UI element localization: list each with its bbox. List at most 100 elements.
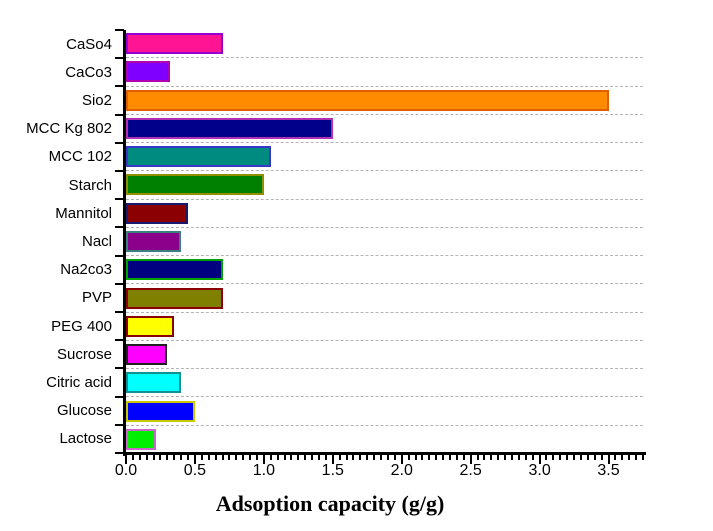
category-label-pvp: PVP (81, 289, 112, 307)
x-axis-major-tick (538, 455, 541, 464)
x-axis-minor-tick (366, 455, 369, 460)
x-axis-minor-tick (552, 455, 555, 460)
y-axis-tick (115, 423, 124, 426)
bar-row-mcc-kg-802 (126, 115, 643, 144)
bar-lactose (126, 428, 157, 450)
y-axis-tick (115, 141, 124, 144)
x-axis-major-tick (125, 455, 127, 464)
x-axis-minor-tick (283, 455, 286, 460)
x-axis-minor-tick (152, 455, 155, 460)
x-axis-minor-tick (269, 455, 272, 460)
bar-row-caso4 (126, 30, 643, 59)
x-axis-minor-tick (559, 455, 562, 460)
x-axis-major-tick (262, 455, 265, 464)
x-axis-minor-tick (497, 455, 500, 460)
x-axis-minor-tick (359, 455, 362, 460)
bar-nacl (126, 230, 182, 252)
x-axis-major-tick (331, 455, 334, 464)
x-axis-major-tick (400, 455, 403, 464)
x-axis-major-tick (607, 455, 610, 464)
x-axis-minor-tick (380, 455, 383, 460)
x-axis-minor-tick (297, 455, 300, 460)
y-axis-tick (115, 254, 124, 257)
x-axis-minor-tick (393, 455, 396, 460)
category-label-mannitol: Mannitol (55, 204, 112, 222)
x-axis-minor-tick (138, 455, 141, 460)
bar-row-pvp (126, 284, 643, 313)
x-axis-minor-tick (614, 455, 617, 460)
x-axis-minor-tick (635, 455, 638, 460)
y-axis-tick (115, 113, 124, 116)
x-axis-minor-tick (490, 455, 493, 460)
bar-row-mcc-102 (126, 143, 643, 172)
x-axis-major-tick (193, 455, 196, 464)
x-axis-minor-tick (173, 455, 176, 460)
y-axis-tick (115, 85, 124, 88)
bar-row-lactose (126, 426, 643, 453)
bar-row-mannitol (126, 200, 643, 228)
x-axis-minor-tick (428, 455, 431, 460)
y-axis-tick (115, 339, 124, 342)
x-axis-minor-tick (290, 455, 293, 460)
x-axis-minor-tick (228, 455, 231, 460)
x-axis-minor-tick (187, 455, 190, 460)
x-axis-minor-tick (373, 455, 376, 460)
y-axis-tick (115, 198, 124, 201)
x-axis-minor-tick (214, 455, 217, 460)
bar-caco3 (126, 61, 171, 83)
bar-row-peg-400 (126, 313, 643, 341)
x-axis-minor-tick (628, 455, 631, 460)
category-label-caso4: CaSo4 (66, 35, 112, 53)
y-axis-tick (115, 29, 124, 31)
category-label-lactose: Lactose (59, 430, 112, 448)
x-axis-minor-tick (166, 455, 169, 460)
bar-row-starch (126, 171, 643, 200)
y-axis-line (123, 30, 126, 456)
category-label-sucrose: Sucrose (56, 345, 112, 363)
x-tick-label-3.5: 3.5 (597, 462, 620, 479)
x-tick-label-0.5: 0.5 (183, 462, 207, 479)
x-axis-minor-tick (131, 455, 134, 460)
x-tick-label-2.0: 2.0 (390, 462, 413, 479)
category-label-mcc-102: MCC 102 (48, 148, 112, 166)
bar-mcc-102 (126, 146, 271, 168)
x-axis-minor-tick (579, 455, 582, 460)
bar-na2co3 (126, 259, 223, 281)
x-axis-minor-tick (338, 455, 341, 460)
x-axis-title: Adsoption capacity (g/g) (215, 491, 445, 516)
y-axis-tick (115, 367, 124, 370)
x-axis-minor-tick (600, 455, 603, 460)
x-tick-label-3.0: 3.0 (528, 462, 551, 479)
x-axis-minor-tick (524, 455, 527, 460)
x-axis-minor-tick (159, 455, 162, 460)
x-axis-minor-tick (352, 455, 355, 460)
bar-row-nacl (126, 228, 643, 257)
x-axis-minor-tick (504, 455, 507, 460)
x-axis-minor-tick (511, 455, 514, 460)
x-tick-label-2.5: 2.5 (459, 462, 482, 479)
plot-area (126, 30, 643, 453)
x-axis-minor-tick (255, 455, 258, 460)
bar-row-na2co3 (126, 256, 643, 285)
x-tick-label-1.5: 1.5 (321, 462, 344, 479)
x-tick-label-0.0: 0.0 (114, 462, 138, 479)
x-axis-minor-tick (573, 455, 576, 460)
x-axis-minor-tick (318, 455, 320, 460)
x-axis-minor-tick (566, 455, 569, 460)
y-axis-tick (115, 282, 124, 285)
x-axis-minor-tick (207, 455, 210, 460)
x-axis-minor-tick (621, 455, 624, 460)
x-axis-minor-tick (476, 455, 479, 460)
y-axis-tick (115, 57, 124, 60)
x-axis-minor-tick (200, 455, 203, 460)
bar-sucrose (126, 344, 168, 366)
x-axis-major-tick (469, 455, 472, 464)
bar-caso4 (126, 33, 223, 55)
x-tick-label-1.0: 1.0 (252, 462, 275, 479)
category-label-sio2: Sio2 (81, 92, 112, 109)
bar-row-caco3 (126, 58, 643, 87)
x-axis-minor-tick (345, 455, 348, 460)
x-axis-minor-tick (304, 455, 307, 460)
bar-mcc-kg-802 (126, 117, 333, 139)
